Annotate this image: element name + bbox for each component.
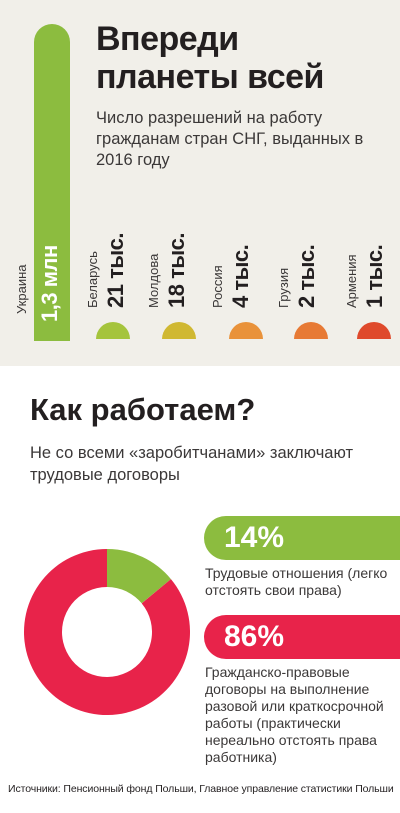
semicircle-georgia bbox=[294, 322, 328, 339]
semicircle-russia-shape bbox=[229, 322, 263, 339]
contracts-donut-chart bbox=[24, 549, 191, 715]
semicircle-moldova-shape bbox=[162, 322, 196, 339]
value-belarus: 21 тыс. bbox=[103, 233, 128, 308]
bar-ukraine bbox=[34, 24, 70, 341]
semicircle-belarus-shape bbox=[96, 322, 130, 339]
value-russia: 4 тыс. bbox=[228, 244, 253, 308]
value-ukraine: 1,3 млн bbox=[37, 245, 62, 322]
label-georgia: Грузия bbox=[276, 267, 291, 308]
civil-percentage: 86% bbox=[224, 620, 285, 653]
civil-description: Гражданско-правовые договоры на выполнен… bbox=[205, 664, 384, 765]
label-ukraine: Украина bbox=[14, 264, 29, 315]
donut-slice-labor bbox=[107, 549, 171, 604]
sources-note: Источники: Пенсионный фонд Польши, Главн… bbox=[8, 783, 394, 795]
donut-slice-civil bbox=[24, 549, 191, 715]
label-russia: Россия bbox=[210, 265, 225, 308]
labor-percentage-pill: 14% bbox=[204, 516, 400, 560]
value-georgia: 2 тыс. bbox=[294, 244, 319, 308]
semicircle-belarus bbox=[96, 322, 130, 339]
value-moldova: 18 тыс. bbox=[164, 233, 189, 308]
value-armenia: 1 тыс. bbox=[362, 244, 387, 308]
label-belarus: Беларусь bbox=[85, 251, 100, 308]
semicircle-armenia-shape bbox=[357, 322, 391, 339]
semicircle-russia bbox=[229, 322, 263, 339]
labor-percentage: 14% bbox=[224, 521, 285, 554]
label-moldova: Молдова bbox=[146, 253, 161, 308]
semicircle-armenia bbox=[357, 322, 391, 339]
semicircle-moldova bbox=[162, 322, 196, 339]
chart1-subtitle: Число разрешений на работу гражданам стр… bbox=[96, 109, 364, 169]
zigzag-divider bbox=[0, 366, 400, 374]
chart2-title: Как работаем? bbox=[30, 392, 256, 427]
label-armenia: Армения bbox=[344, 254, 359, 308]
semicircle-georgia-shape bbox=[294, 322, 328, 339]
civil-percentage-pill: 86% bbox=[204, 615, 400, 659]
labor-description: Трудовые отношения (легко отстоять свои … bbox=[205, 565, 388, 598]
chart1-title: Впереди планеты всей bbox=[96, 20, 324, 96]
chart2-subtitle: Не со всеми «заробитчанами» заключают тр… bbox=[30, 444, 354, 484]
